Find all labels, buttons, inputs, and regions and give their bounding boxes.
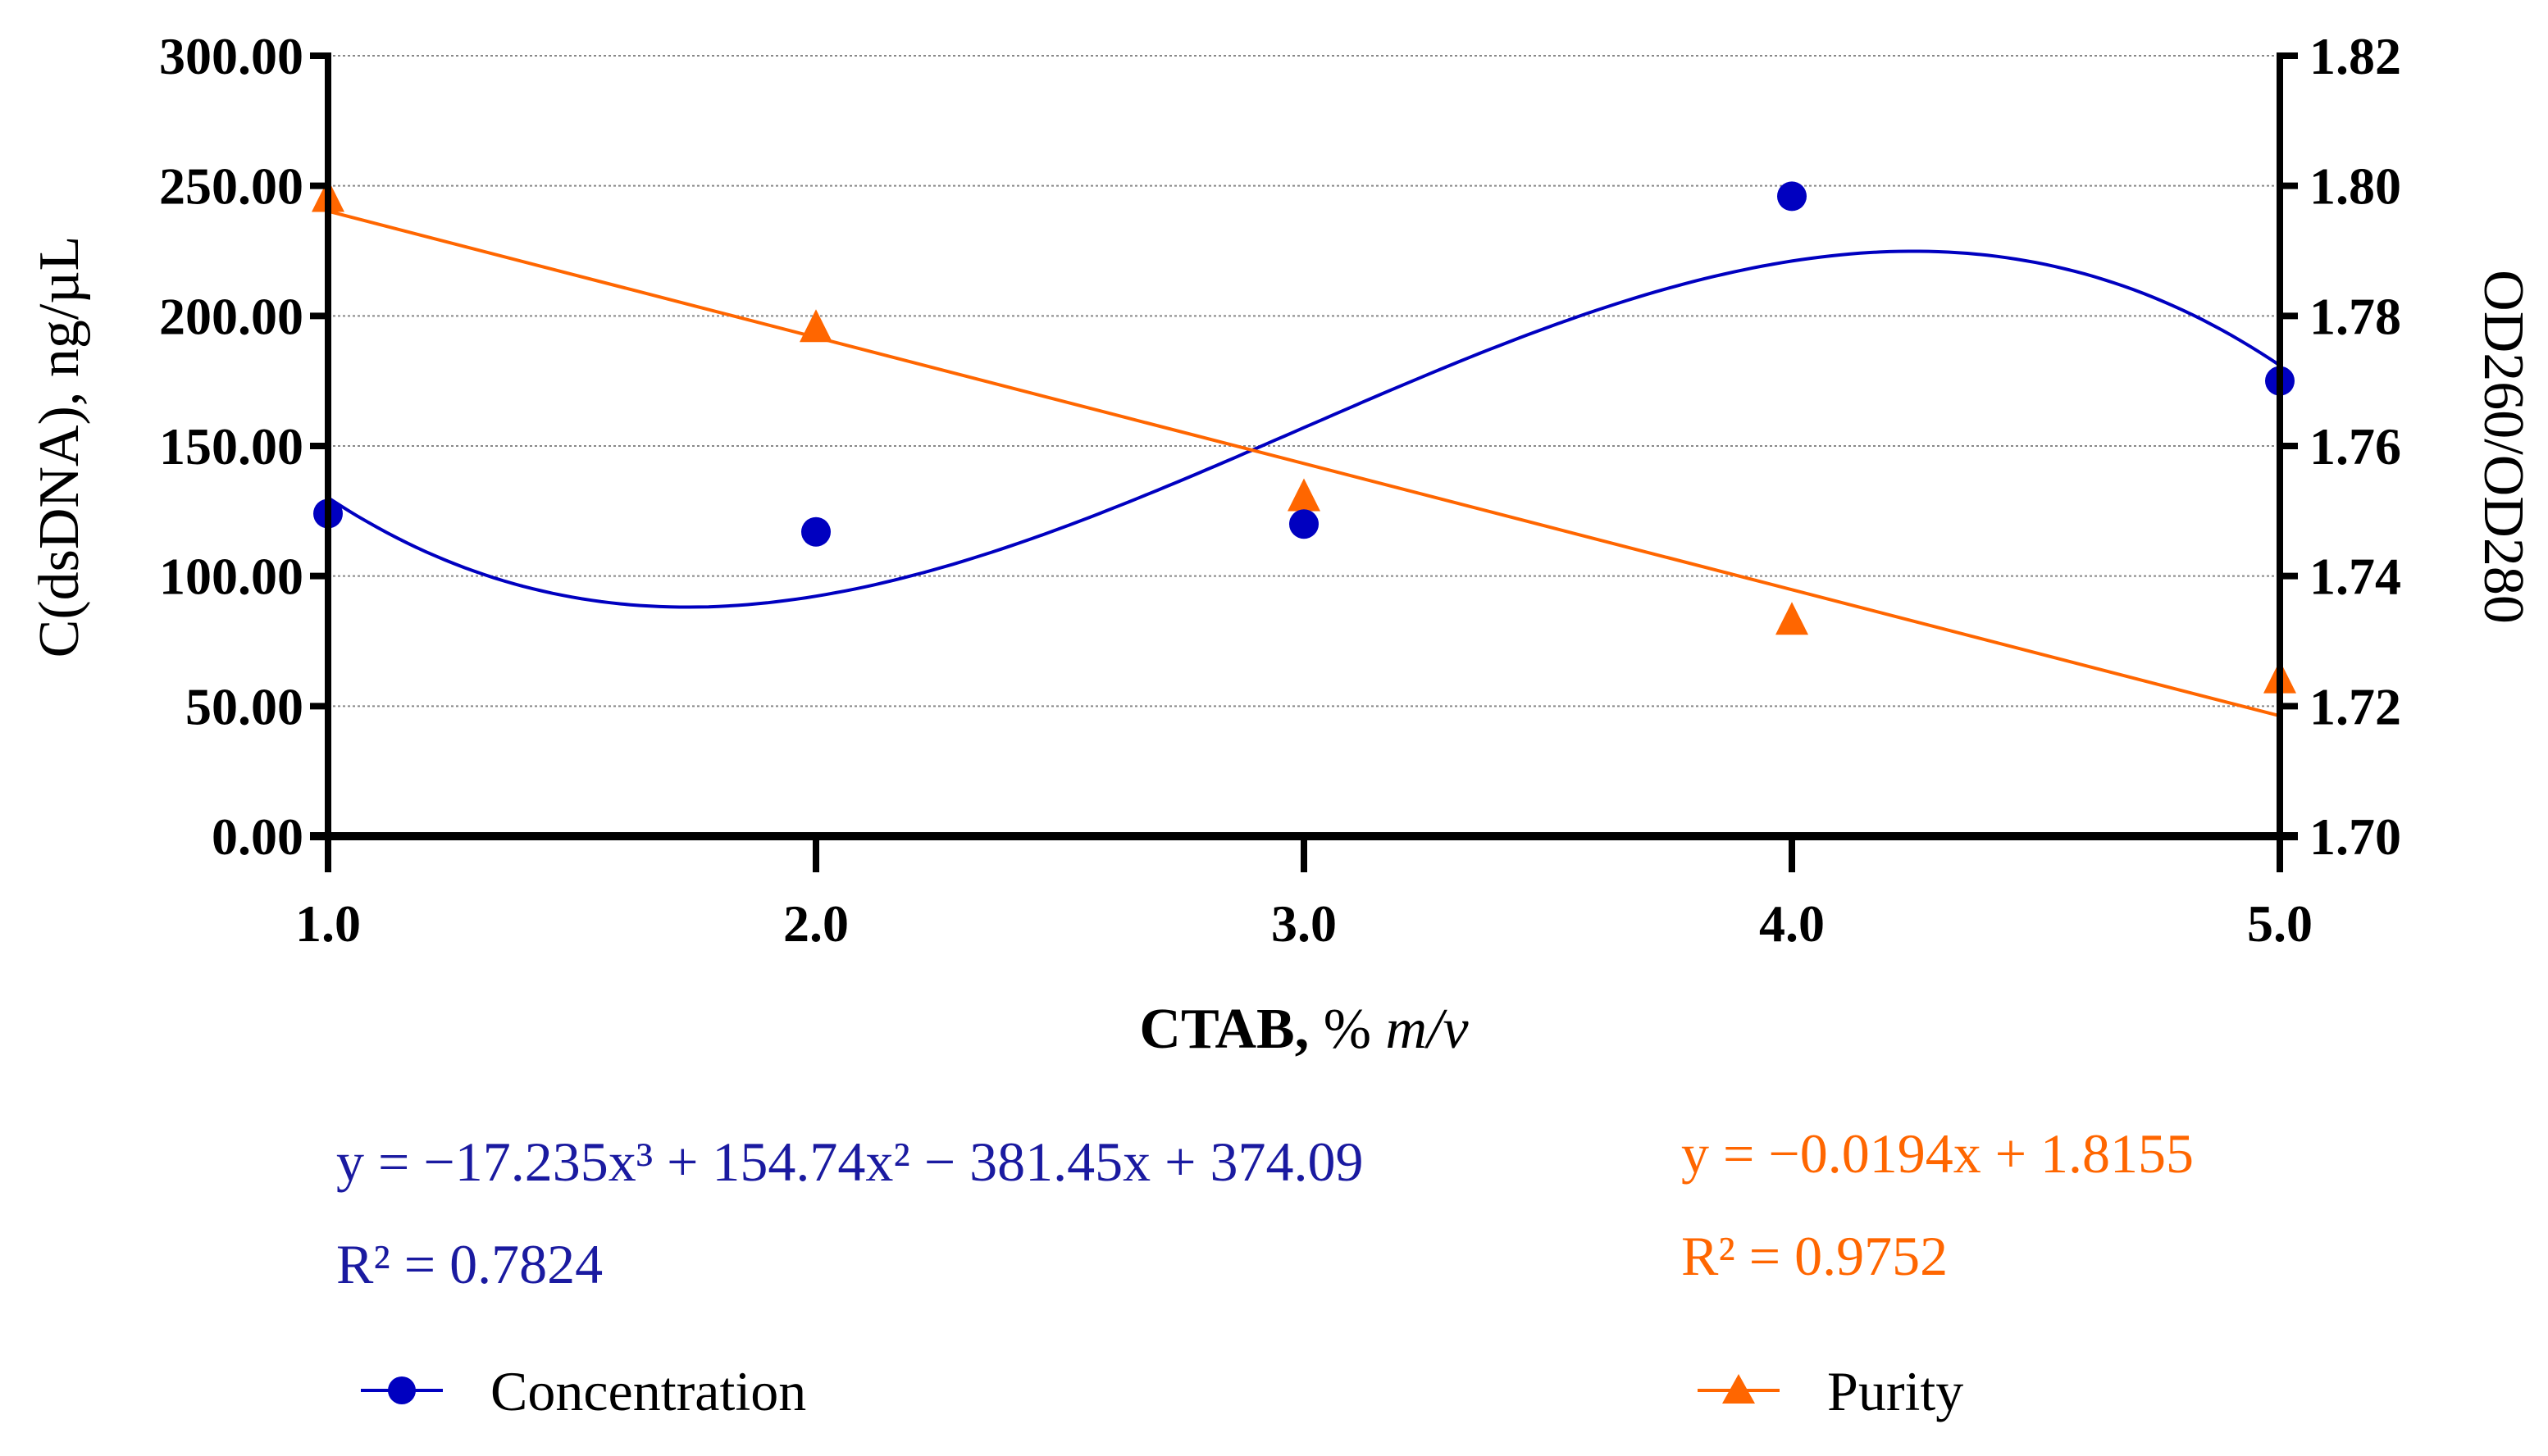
y-tick-label-right: 1.72 xyxy=(2309,677,2401,735)
purity-fit-equation: y = −0.0194x + 1.8155 xyxy=(1681,1122,2194,1185)
y-tick-label-right: 1.78 xyxy=(2309,287,2401,345)
gridlines xyxy=(328,55,2280,708)
y-tick-label-left: 150.00 xyxy=(159,417,303,475)
y-tick-label-left: 200.00 xyxy=(159,287,303,345)
y-tick-label-right: 1.80 xyxy=(2309,157,2401,216)
concentration-fit-curve xyxy=(326,249,2281,609)
y-axis-label-right: OD260/OD280 xyxy=(2472,270,2535,624)
y-tick-label-left: 250.00 xyxy=(159,157,303,216)
axes: 0.00 1.70 50.00 1.72 100.00 1.74 150.00 1.76 200… xyxy=(159,27,2401,953)
x-tick-label: 1.0 xyxy=(295,894,361,953)
concentration-point xyxy=(1777,181,1807,212)
concentration-point xyxy=(1289,509,1319,539)
x-axis-label: CTAB, % m/v xyxy=(1139,998,1469,1061)
y-tick-label-left: 50.00 xyxy=(185,677,303,735)
y-tick-label-right: 1.74 xyxy=(2309,548,2401,606)
purity-point xyxy=(1775,602,1808,635)
purity-fit-line xyxy=(327,209,2281,718)
purity-point xyxy=(800,309,832,343)
legend-concentration: Concentration xyxy=(490,1360,806,1422)
y-tick-label-left: 100.00 xyxy=(159,548,303,606)
y-tick-label-right: 1.82 xyxy=(2309,27,2401,85)
y-tick-label-right: 1.76 xyxy=(2309,417,2401,475)
legend-triangle-icon xyxy=(1722,1374,1755,1404)
legend: Concentration Purity xyxy=(361,1360,1963,1422)
x-tick-label: 5.0 xyxy=(2247,894,2313,953)
data-points xyxy=(312,179,2296,694)
y-tick-label-left: 0.00 xyxy=(212,808,303,866)
y-tick-label-left: 300.00 xyxy=(159,27,303,85)
legend-circle-icon xyxy=(388,1376,416,1404)
x-tick-label: 3.0 xyxy=(1271,894,1337,953)
y-tick-label-right: 1.70 xyxy=(2309,808,2401,866)
x-tick-label: 4.0 xyxy=(1759,894,1825,953)
purity-fit-r2: R² = 0.9752 xyxy=(1681,1225,1948,1287)
y-axis-label-left: C(dsDNA), ng/µL xyxy=(28,236,91,658)
x-tick-label: 2.0 xyxy=(783,894,849,953)
concentration-fit-r2: R² = 0.7824 xyxy=(336,1233,603,1295)
purity-point xyxy=(1288,478,1320,512)
concentration-point xyxy=(801,516,831,547)
fit-lines xyxy=(326,209,2281,718)
legend-purity: Purity xyxy=(1827,1360,1963,1422)
concentration-fit-equation: y = −17.235x³ + 154.74x² − 381.45x + 374… xyxy=(336,1131,1364,1193)
